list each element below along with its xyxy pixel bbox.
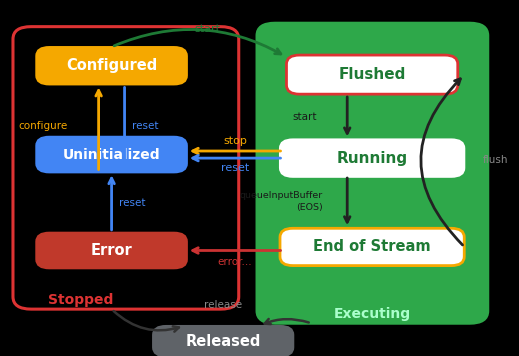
- Text: Released: Released: [185, 334, 261, 349]
- Text: reset: reset: [119, 198, 146, 208]
- Text: Executing: Executing: [334, 308, 411, 321]
- Text: queueInputBuffer
(EOS): queueInputBuffer (EOS): [240, 192, 323, 211]
- Text: error...: error...: [218, 257, 252, 267]
- Text: Flushed: Flushed: [338, 67, 406, 82]
- Text: Uninitialized: Uninitialized: [63, 147, 160, 162]
- Text: configure: configure: [18, 121, 67, 131]
- Text: start: start: [195, 24, 221, 34]
- FancyBboxPatch shape: [36, 47, 187, 84]
- Text: stop: stop: [223, 136, 247, 146]
- Text: Error: Error: [91, 243, 132, 258]
- FancyBboxPatch shape: [13, 27, 239, 309]
- Text: reset: reset: [132, 121, 159, 131]
- Text: start: start: [292, 111, 317, 121]
- Text: End of Stream: End of Stream: [313, 240, 431, 255]
- Text: reset: reset: [221, 163, 249, 173]
- FancyBboxPatch shape: [280, 228, 464, 266]
- FancyBboxPatch shape: [36, 137, 187, 172]
- FancyBboxPatch shape: [286, 55, 458, 94]
- Text: flush: flush: [483, 155, 509, 165]
- FancyBboxPatch shape: [280, 140, 464, 177]
- Text: Running: Running: [336, 151, 408, 166]
- FancyBboxPatch shape: [153, 326, 293, 356]
- FancyBboxPatch shape: [257, 23, 488, 323]
- Text: release: release: [204, 300, 242, 310]
- FancyBboxPatch shape: [36, 233, 187, 268]
- Text: Stopped: Stopped: [48, 293, 113, 307]
- Text: Configured: Configured: [66, 58, 157, 73]
